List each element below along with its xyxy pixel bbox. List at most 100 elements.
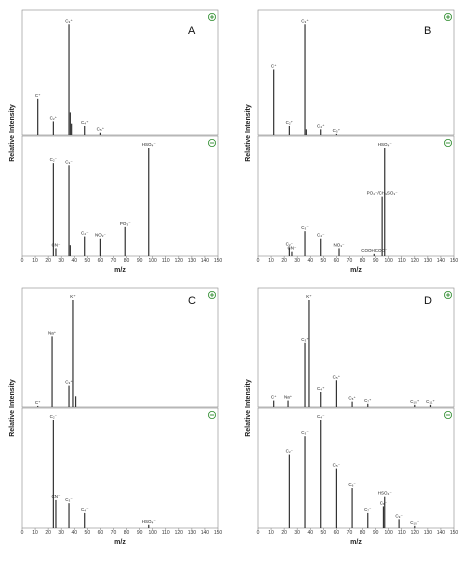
positive-peak-6 xyxy=(99,132,101,135)
x-axis-title: m/z xyxy=(350,267,362,274)
x-tick-label: 130 xyxy=(424,530,433,536)
positive-peak-label-0: C⁺ xyxy=(271,395,277,400)
positive-peak-label-4: C₄⁺ xyxy=(317,386,325,391)
negative-peak-1 xyxy=(55,499,57,528)
negative-peak-2 xyxy=(68,503,70,528)
x-tick-label: 70 xyxy=(111,530,117,536)
x-tick-label: 140 xyxy=(201,530,210,536)
positive-peak-0 xyxy=(37,98,39,135)
x-tick-label: 80 xyxy=(124,530,130,536)
negative-peak-2 xyxy=(68,165,70,256)
positive-peak-label-5: C₅⁺ xyxy=(333,128,341,133)
x-tick-label: 80 xyxy=(124,258,130,264)
x-tick-label: 0 xyxy=(257,530,260,536)
positive-peak-label-4: C₄⁺ xyxy=(317,123,325,128)
positive-spectrum-frame xyxy=(21,287,219,408)
negative-peak-3 xyxy=(320,238,322,256)
x-tick-label: 120 xyxy=(411,258,420,264)
positive-peak-9 xyxy=(429,404,432,407)
positive-peak-label-1: C₂⁺ xyxy=(286,120,294,125)
y-axis-title: Relative Intensity xyxy=(9,104,16,162)
negative-peak-label-1: CN⁻ xyxy=(288,246,297,251)
positive-peak-2 xyxy=(68,24,70,135)
positive-peak-label-5: C₄⁺ xyxy=(81,120,89,125)
negative-peak-2 xyxy=(304,231,306,256)
positive-ion-icon xyxy=(443,12,452,21)
x-tick-label: 90 xyxy=(137,530,143,536)
x-tick-label: 150 xyxy=(214,258,223,264)
positive-peak-label-3: K⁺ xyxy=(306,294,312,299)
negative-peak-5 xyxy=(99,238,101,256)
panel-c: C C⁺ Na⁺ C₃⁺ K⁺ C₂⁻ CN⁻ C₃⁻ C₄⁻ HSO₄⁻ 0 10 20 30 40 50 6… xyxy=(9,287,223,546)
y-axis-title: Relative Intensity xyxy=(9,379,16,437)
x-tick-label: 20 xyxy=(45,530,51,536)
negative-peak-label-7: HSO₄⁻ xyxy=(142,142,157,147)
positive-peak-label-5: C₅⁺ xyxy=(333,374,341,379)
x-tick-label: 70 xyxy=(111,258,117,264)
positive-peak-4 xyxy=(74,396,77,407)
x-tick-label: 100 xyxy=(384,530,393,536)
x-tick-label: 20 xyxy=(45,258,51,264)
x-tick-label: 10 xyxy=(32,530,38,536)
positive-peak-label-2: C₃⁺ xyxy=(301,337,309,342)
x-tick-label: 140 xyxy=(437,530,446,536)
negative-peak-label-5: NO₂⁻ xyxy=(95,233,106,238)
x-tick-label: 20 xyxy=(281,258,287,264)
x-tick-label: 60 xyxy=(98,258,104,264)
negative-peak-0 xyxy=(288,454,290,528)
negative-peak-label-2: C₃⁻ xyxy=(65,159,73,164)
negative-peak-label-1: CN⁻ xyxy=(52,242,61,247)
negative-peak-label-0: C₂⁻ xyxy=(50,414,58,419)
negative-peak-label-2: C₃⁻ xyxy=(301,225,309,230)
x-tick-label: 130 xyxy=(188,258,197,264)
x-tick-label: 60 xyxy=(98,530,104,536)
negative-peak-label-2: C₄⁻ xyxy=(317,414,325,419)
panel-letter: C xyxy=(188,295,196,307)
x-tick-label: 30 xyxy=(58,258,64,264)
x-tick-label: 10 xyxy=(268,258,274,264)
negative-peak-label-9: C₁₀⁻ xyxy=(410,520,420,525)
x-tick-label: 140 xyxy=(437,258,446,264)
x-tick-label: 40 xyxy=(307,530,313,536)
x-tick-label: 70 xyxy=(347,530,353,536)
negative-peak-1 xyxy=(55,248,57,256)
negative-peak-0 xyxy=(288,247,290,256)
panel-a: A C⁺ C₂⁺ C₃⁺ C₄⁺ C₅⁺ C₂⁻ CN⁻ C₃⁻ C₄⁻ NO₂⁻ PO₃⁻ HSO₄⁻… xyxy=(9,9,223,274)
positive-spectrum-frame xyxy=(257,287,455,408)
panel-d: D C⁺ Na⁺ C₃⁺ K⁺ C₄⁺ C₅⁺ C₆⁺ C₇⁺ C₁₀⁺ C₁₁⁺ C₂⁻ C₃⁻ C₄⁻… xyxy=(245,287,458,546)
negative-peak-6 xyxy=(381,196,383,256)
negative-peak-1 xyxy=(304,436,306,528)
positive-peak-label-7: C₇⁺ xyxy=(364,398,372,403)
x-tick-label: 110 xyxy=(162,530,170,536)
positive-peak-label-8: C₁₀⁺ xyxy=(410,399,420,404)
x-tick-label: 50 xyxy=(85,530,91,536)
negative-peak-label-6: C₈⁻ xyxy=(380,500,388,505)
positive-peak-label-0: C⁺ xyxy=(271,63,277,68)
positive-ion-icon xyxy=(443,290,452,299)
positive-peak-label-0: C⁺ xyxy=(35,93,41,98)
negative-peak-label-0: C₂⁻ xyxy=(286,241,294,246)
x-tick-label: 140 xyxy=(201,258,210,264)
negative-peak-label-3: C₄⁻ xyxy=(317,233,325,238)
x-tick-label: 150 xyxy=(214,530,223,536)
x-tick-label: 150 xyxy=(450,258,459,264)
negative-peak-label-5: C₇⁻ xyxy=(364,507,372,512)
negative-peak-label-1: C₃⁻ xyxy=(301,430,309,435)
x-tick-label: 50 xyxy=(321,530,327,536)
positive-peak-2 xyxy=(304,24,306,135)
positive-peak-7 xyxy=(367,403,369,407)
negative-ion-icon xyxy=(443,410,452,419)
x-tick-label: 60 xyxy=(334,258,340,264)
positive-peak-label-0: C⁺ xyxy=(35,400,41,405)
positive-peak-label-2: C₃⁺ xyxy=(301,18,309,23)
x-tick-label: 100 xyxy=(148,258,157,264)
negative-peak-label-7: HSO₄⁻ xyxy=(378,491,393,496)
x-tick-label: 30 xyxy=(294,530,300,536)
negative-peak-4 xyxy=(351,488,353,528)
x-tick-label: 60 xyxy=(334,530,340,536)
negative-spectrum-frame xyxy=(21,407,219,529)
negative-peak-label-8: C₉⁻ xyxy=(395,513,403,518)
negative-peak-7 xyxy=(384,496,386,528)
x-tick-label: 120 xyxy=(175,530,184,536)
positive-peak-label-2: C₃⁺ xyxy=(65,18,73,23)
